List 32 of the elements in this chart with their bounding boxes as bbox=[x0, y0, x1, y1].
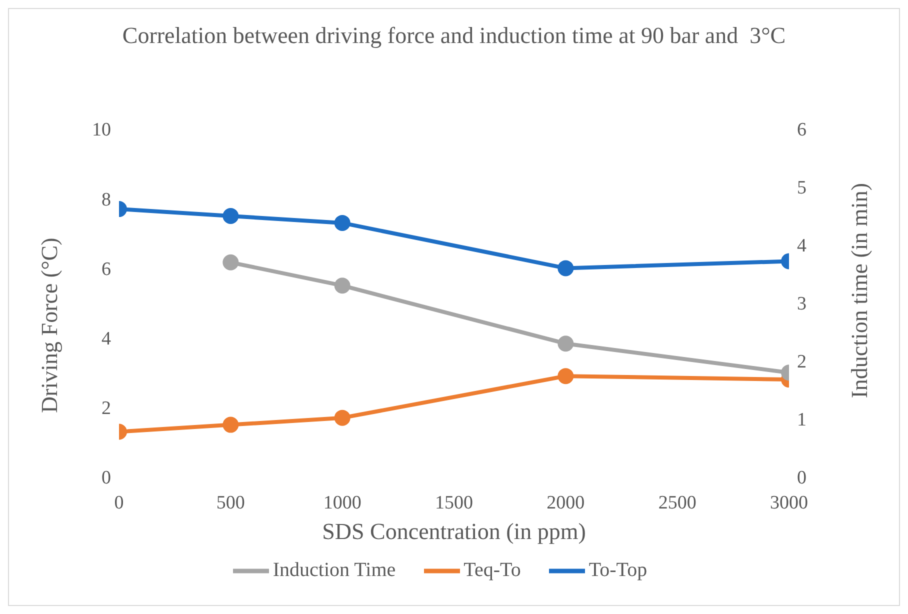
point bbox=[222, 208, 239, 224]
x-tick-label: 2000 bbox=[546, 492, 585, 514]
chart-title: Correlation between driving force and induction time at 90 bar and 3°C bbox=[121, 22, 787, 50]
y-axis-title: Driving Force (°C) bbox=[37, 238, 62, 413]
y2-tick-label: 2 bbox=[797, 352, 806, 373]
y2-tick-label: 3 bbox=[797, 294, 806, 315]
y-tick-label: 8 bbox=[102, 189, 111, 210]
legend-label: Induction Time bbox=[272, 558, 396, 581]
point bbox=[222, 416, 239, 433]
point bbox=[222, 254, 239, 270]
y2-tick-label: 6 bbox=[797, 120, 806, 141]
y2-tick-label: 4 bbox=[797, 236, 807, 257]
legend-label: To-Top bbox=[588, 558, 648, 581]
y-tick-label: 4 bbox=[102, 328, 112, 350]
y-tick-label: 0 bbox=[102, 468, 111, 489]
x-tick-label: 2500 bbox=[658, 492, 696, 514]
y2-tick-label: 5 bbox=[797, 178, 806, 199]
x-tick-label: 1000 bbox=[323, 492, 362, 514]
y-tick-label: 6 bbox=[102, 258, 111, 280]
point bbox=[334, 214, 350, 231]
y2-axis-title: Induction time (in min) bbox=[847, 183, 872, 398]
x-tick-label: 500 bbox=[216, 492, 245, 514]
x-tick-label: 3000 bbox=[770, 492, 808, 514]
point bbox=[334, 410, 350, 426]
y2-tick-label: 0 bbox=[797, 468, 806, 489]
y-tick-label: 2 bbox=[102, 398, 111, 420]
legend-label: Teq-To bbox=[464, 558, 521, 581]
point bbox=[334, 278, 350, 294]
x-axis-title: SDS Concentration (in ppm) bbox=[322, 519, 586, 544]
y2-tick-label: 1 bbox=[797, 410, 806, 431]
y-tick-label: 10 bbox=[92, 120, 111, 141]
x-tick-label: 1500 bbox=[435, 492, 473, 514]
